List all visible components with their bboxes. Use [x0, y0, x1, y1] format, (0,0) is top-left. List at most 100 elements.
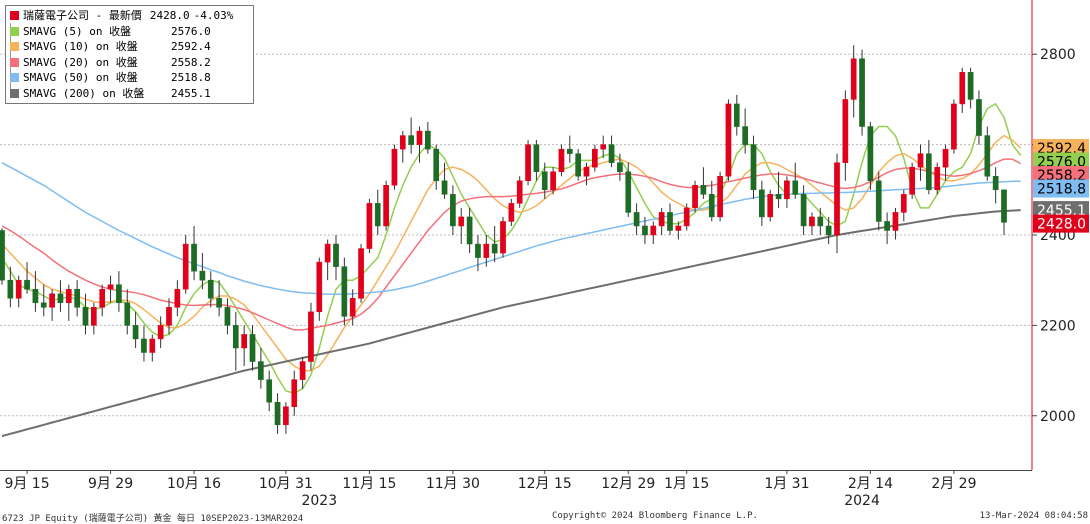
- candle-body: [667, 212, 673, 231]
- legend-row-ma-2[interactable]: SMAVG (20) on 收盤 2558.2: [10, 55, 249, 71]
- candle: [625, 162, 632, 217]
- candle: [533, 140, 540, 181]
- candle-body: [182, 243, 189, 290]
- candle: [65, 284, 72, 321]
- legend: 瑞薩電子公司 - 最新價 2428.0 -4.03% SMAVG (5) on …: [5, 5, 254, 104]
- candle-body: [475, 243, 481, 258]
- x-tick-label: 2月 29: [931, 476, 976, 492]
- candle-body: [867, 126, 874, 182]
- candle: [884, 212, 890, 245]
- candle-body: [917, 153, 924, 168]
- candle-body: [775, 194, 782, 200]
- candle: [984, 126, 991, 181]
- candle: [232, 311, 239, 371]
- candle: [274, 393, 281, 434]
- candle: [316, 257, 323, 321]
- candle: [825, 216, 832, 245]
- candle-body: [984, 135, 991, 177]
- candle: [458, 207, 465, 245]
- candle-body: [333, 243, 339, 267]
- candle-body: [850, 58, 857, 100]
- candle: [967, 67, 974, 109]
- candle-body: [926, 153, 932, 191]
- x-tick-label: 11月 15: [342, 476, 396, 492]
- candle-body: [7, 279, 14, 299]
- candle: [541, 162, 548, 199]
- candle: [308, 302, 314, 371]
- candle-body: [725, 103, 732, 177]
- candle: [258, 347, 264, 389]
- legend-label: SMAVG (20) on 收盤: [23, 55, 138, 69]
- legend-label: SMAVG (200) on 收盤: [23, 86, 145, 100]
- candle: [759, 180, 765, 226]
- legend-row-ma-4[interactable]: SMAVG (200) on 收盤 2455.1: [10, 86, 249, 102]
- candle: [491, 225, 498, 263]
- candle-body: [566, 148, 573, 154]
- candle: [633, 203, 640, 235]
- candle-body: [299, 361, 306, 380]
- legend-row-ma-0[interactable]: SMAVG (5) on 收盤 2576.0: [10, 24, 249, 40]
- candle-body: [99, 288, 106, 308]
- candle-body: [842, 99, 849, 163]
- candle: [324, 239, 331, 281]
- candle-body: [650, 225, 657, 236]
- candle: [425, 122, 431, 154]
- candle: [642, 216, 648, 245]
- candle-body: [875, 180, 882, 222]
- candle-body: [283, 406, 289, 426]
- candle-body: [884, 221, 890, 231]
- candle-body: [558, 148, 565, 172]
- candle: [892, 207, 899, 240]
- candle: [742, 108, 748, 154]
- x-tick-label: 1月 15: [664, 476, 709, 492]
- legend-row-ma-3[interactable]: SMAVG (50) on 收盤 2518.8: [10, 70, 249, 86]
- candle-body: [909, 166, 915, 195]
- candle-body: [642, 225, 648, 236]
- candle-body: [742, 126, 748, 145]
- candle: [116, 271, 122, 312]
- candle: [341, 257, 348, 326]
- legend-row-main[interactable]: 瑞薩電子公司 - 最新價 2428.0 -4.03%: [10, 8, 249, 24]
- series-line: [1, 102, 1022, 395]
- legend-swatch: [10, 57, 19, 67]
- candle: [992, 167, 999, 204]
- x-tick-label: 11月 30: [426, 476, 480, 492]
- candle: [141, 325, 147, 362]
- candle-body: [82, 307, 89, 326]
- legend-swatch-main: [10, 11, 19, 21]
- candle: [374, 189, 381, 235]
- candle: [683, 203, 690, 231]
- candle-body: [976, 99, 982, 136]
- candle-body: [633, 212, 640, 227]
- legend-value: 2592.4: [171, 40, 211, 53]
- candle: [475, 235, 481, 272]
- candle-body: [349, 298, 356, 317]
- candles: [0, 45, 1007, 434]
- candle: [216, 280, 222, 317]
- candle: [708, 180, 715, 222]
- legend-row-ma-1[interactable]: SMAVG (10) on 收盤 2592.4: [10, 39, 249, 55]
- candle-body: [525, 144, 531, 182]
- candle-body: [399, 135, 406, 150]
- candle: [658, 207, 665, 235]
- candle-body: [166, 307, 172, 326]
- candle: [500, 216, 506, 258]
- candle: [934, 162, 941, 195]
- candle: [291, 370, 298, 416]
- candle: [333, 235, 339, 281]
- candle: [550, 167, 556, 195]
- candle-body: [65, 288, 72, 304]
- candle-body: [274, 401, 281, 426]
- x-tick-label: 12月 15: [518, 476, 572, 492]
- legend-swatch: [10, 73, 19, 83]
- series-line: [1, 209, 1021, 438]
- candle-body: [216, 298, 222, 308]
- candle: [525, 140, 531, 186]
- candle: [600, 135, 607, 159]
- chart-grid: [0, 53, 1032, 417]
- year-label: 2024: [844, 493, 880, 509]
- candle-body: [717, 176, 723, 218]
- candle: [49, 289, 55, 321]
- candle-body: [583, 166, 590, 177]
- candle-body: [692, 185, 698, 209]
